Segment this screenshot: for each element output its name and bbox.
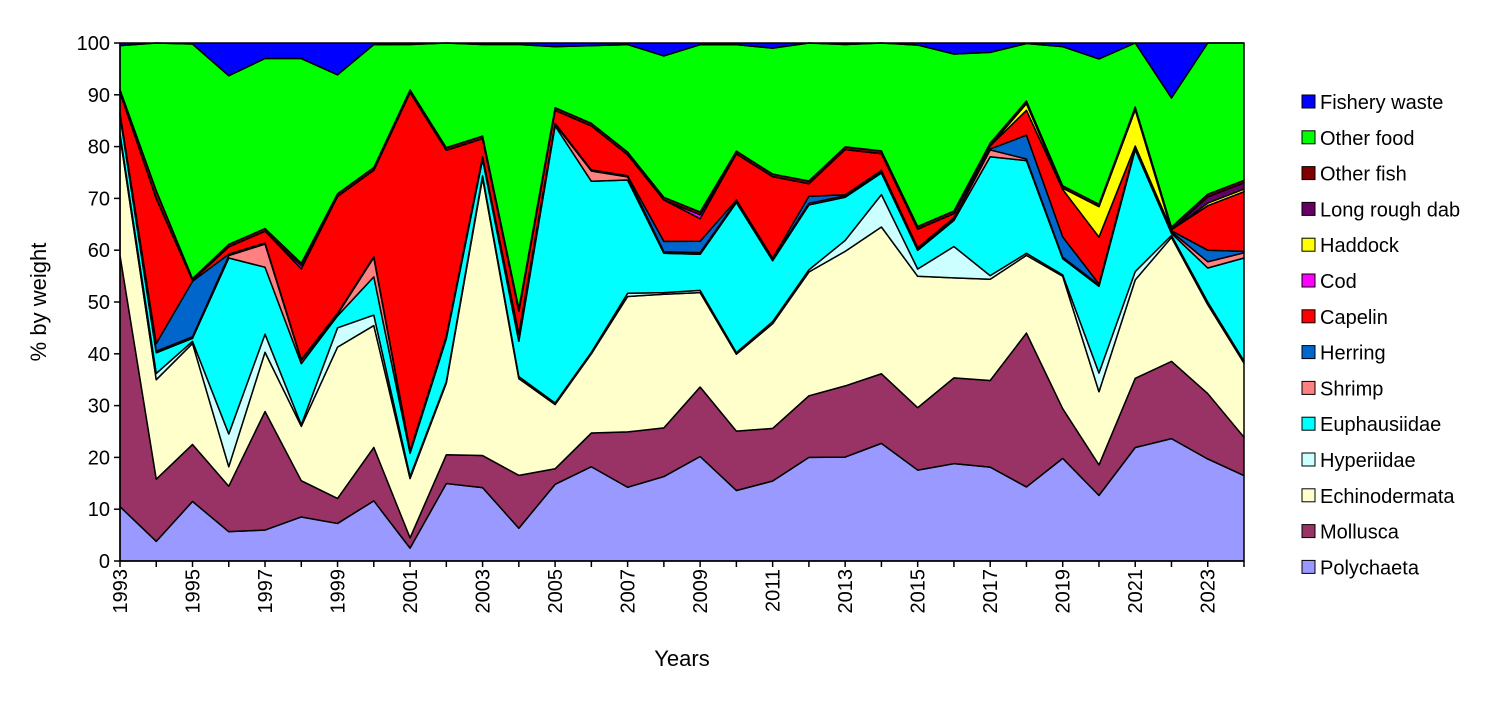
y-tick-label: 20 <box>88 447 110 469</box>
x-tick-label: 2017 <box>980 569 1002 614</box>
y-tick-label: 80 <box>88 137 110 159</box>
legend-label: Capelin <box>1320 307 1388 329</box>
y-tick-label: 0 <box>99 551 110 573</box>
y-tick-label: 60 <box>88 240 110 262</box>
legend-label: Shrimp <box>1320 378 1383 400</box>
legend-swatch <box>1301 416 1316 431</box>
legend-label: Fishery waste <box>1320 92 1443 114</box>
legend-label: Cod <box>1320 271 1357 293</box>
x-tick-label: 2023 <box>1198 569 1220 614</box>
chart-areas <box>119 42 1245 562</box>
y-tick-label: 10 <box>88 499 110 521</box>
legend-swatch <box>1301 345 1316 360</box>
legend-label: Euphausiidae <box>1320 414 1441 436</box>
legend: Fishery waste Other food Other fish Long ro… <box>1301 92 1460 579</box>
y-tick-label: 50 <box>88 292 110 314</box>
legend-swatch <box>1301 309 1316 324</box>
legend-label: Other food <box>1320 128 1415 150</box>
area-fishery-waste <box>119 42 1245 99</box>
x-ticks: 1993 1995 1997 1999 2001 2003 2005 2007 2009 2011… <box>110 561 1245 614</box>
x-tick-label: 2013 <box>835 569 857 614</box>
x-tick-label: 1995 <box>183 569 205 614</box>
y-tick-label: 40 <box>88 344 110 366</box>
legend-swatch <box>1301 452 1316 467</box>
legend-swatch <box>1301 130 1316 145</box>
x-tick-label: 2011 <box>763 569 785 612</box>
y-axis-title: % by weight <box>26 243 51 362</box>
x-tick-label: 1999 <box>328 569 350 614</box>
y-tick-label: 30 <box>88 396 110 418</box>
x-tick-label: 2009 <box>690 569 712 614</box>
x-tick-label: 2003 <box>473 569 495 614</box>
legend-swatch <box>1301 488 1316 503</box>
legend-label: Mollusca <box>1320 522 1400 544</box>
legend-swatch <box>1301 94 1316 109</box>
legend-label: Herring <box>1320 343 1386 365</box>
legend-label: Polychaeta <box>1320 557 1420 579</box>
x-tick-label: 2005 <box>545 569 567 614</box>
x-tick-label: 2001 <box>400 569 422 614</box>
y-tick-label: 100 <box>77 33 110 55</box>
legend-label: Other fish <box>1320 164 1407 186</box>
legend-swatch <box>1301 559 1316 574</box>
y-tick-label: 90 <box>88 85 110 107</box>
x-tick-label: 2019 <box>1053 569 1075 614</box>
legend-swatch <box>1301 524 1316 539</box>
x-tick-label: 1993 <box>110 569 132 614</box>
x-axis-title: Years <box>654 646 709 671</box>
legend-swatch <box>1301 201 1316 216</box>
x-tick-label: 2007 <box>618 569 640 614</box>
legend-swatch <box>1301 380 1316 395</box>
y-tick-label: 70 <box>88 188 110 210</box>
x-tick-label: 2021 <box>1125 569 1147 614</box>
x-tick-label: 2015 <box>908 569 930 614</box>
x-tick-label: 1997 <box>255 569 277 614</box>
legend-swatch <box>1301 237 1316 252</box>
legend-label: Haddock <box>1320 235 1400 257</box>
legend-swatch <box>1301 166 1316 181</box>
legend-label: Long rough dab <box>1320 199 1460 221</box>
y-ticks: 0 10 20 30 40 50 60 70 80 90 100 <box>77 33 120 573</box>
legend-swatch <box>1301 273 1316 288</box>
legend-label: Hyperiidae <box>1320 450 1416 472</box>
legend-label: Echinodermata <box>1320 486 1455 508</box>
